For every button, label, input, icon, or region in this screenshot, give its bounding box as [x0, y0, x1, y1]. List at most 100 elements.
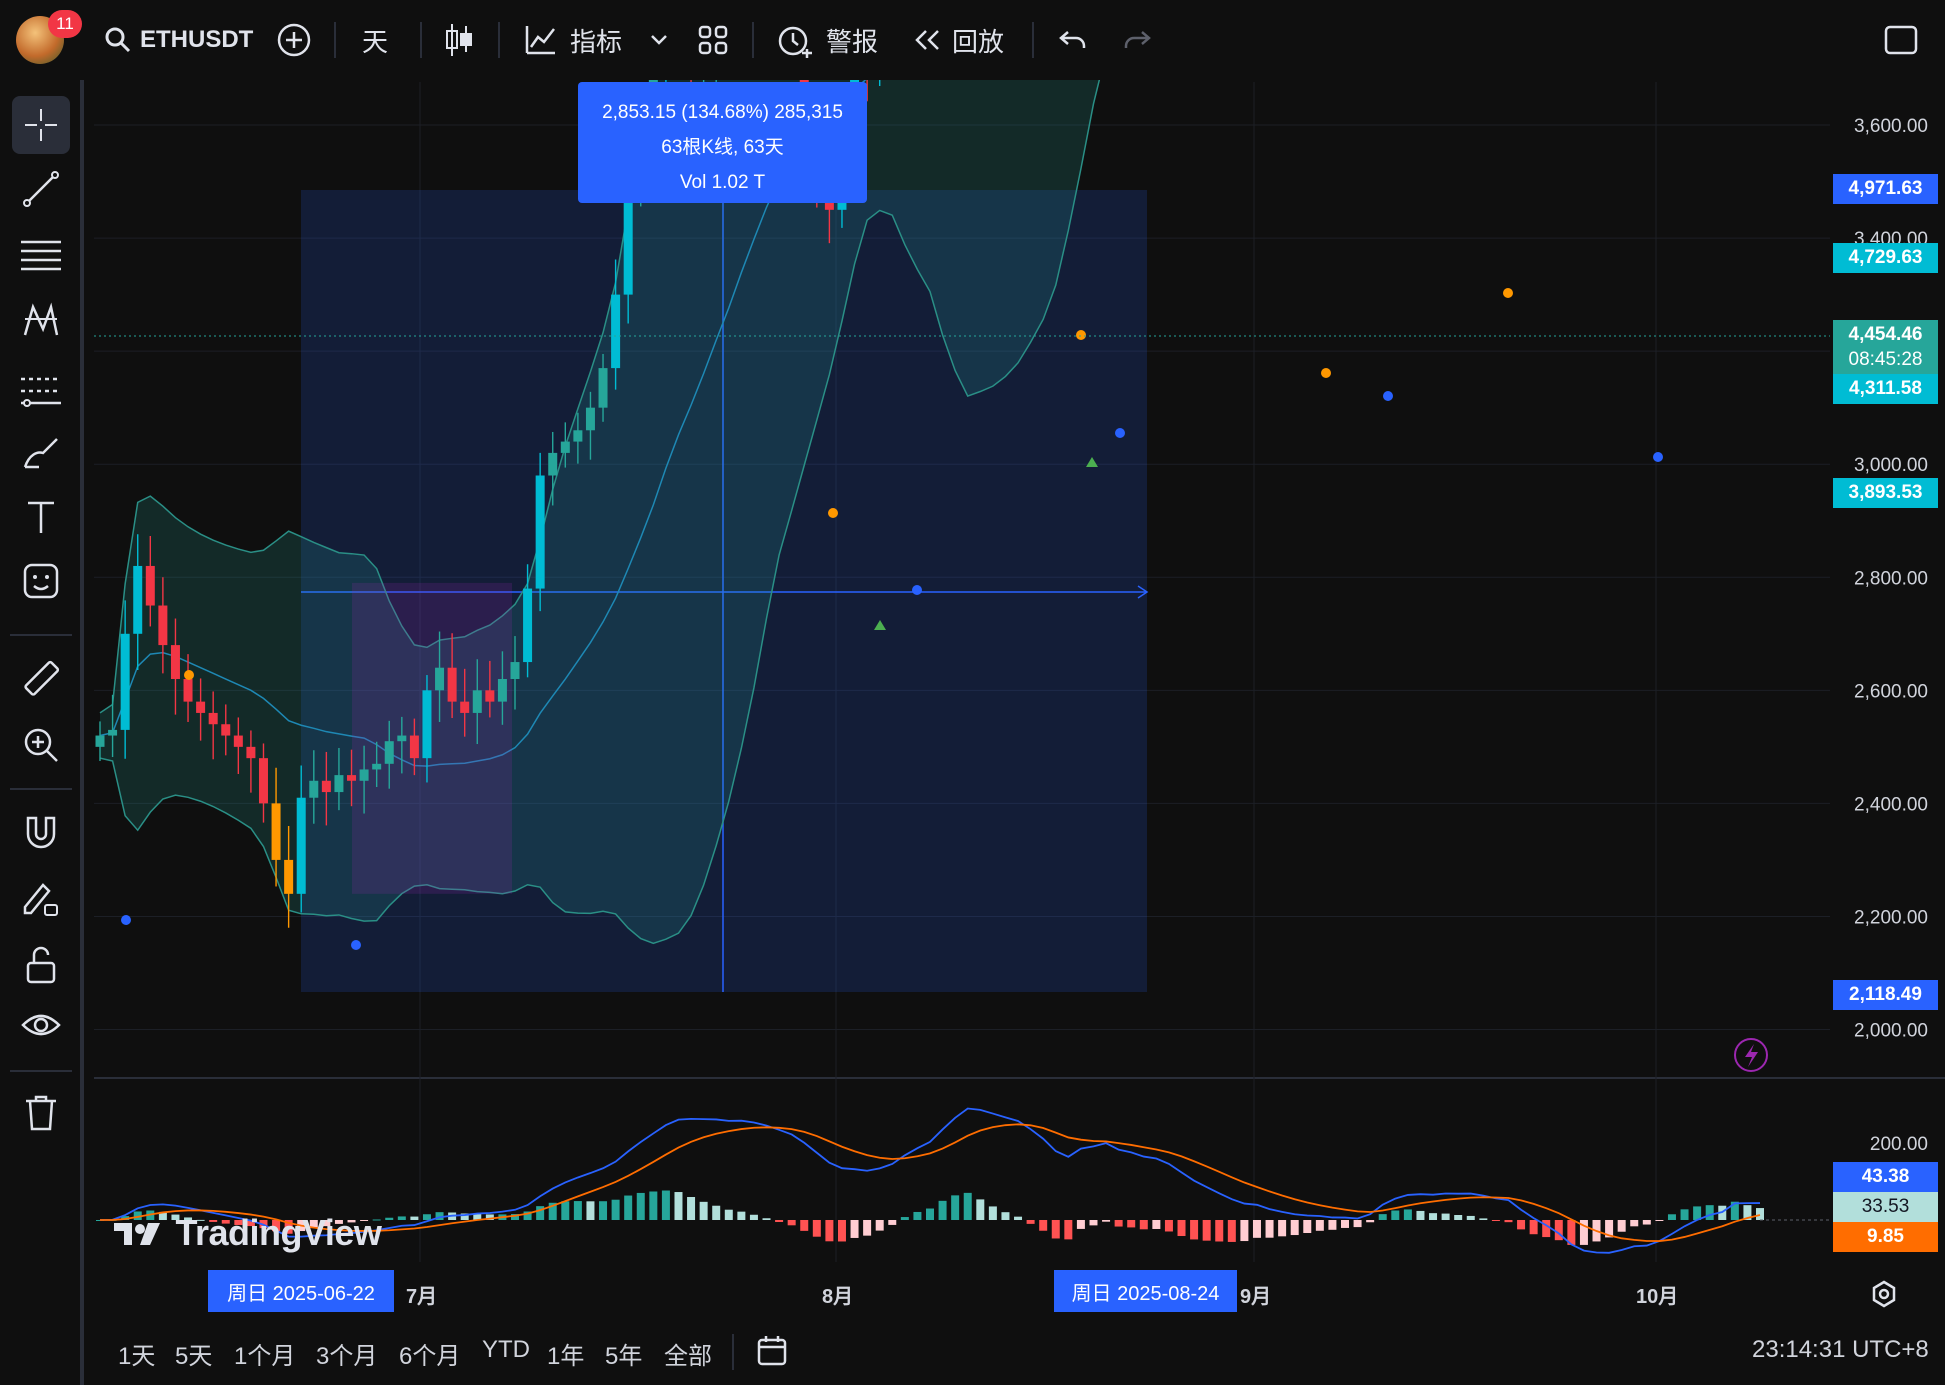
- candle-body: [233, 735, 243, 747]
- top-toolbar: 11 ETHUSDT 天 指标 警报 回放: [0, 0, 1945, 80]
- macd-histogram-bar: [1630, 1220, 1639, 1227]
- pattern-tool[interactable]: [12, 292, 70, 350]
- macd-histogram-bar: [699, 1201, 708, 1220]
- redo-button[interactable]: [1122, 0, 1152, 80]
- ruler-icon: [24, 660, 60, 696]
- calendar-icon: [757, 1336, 787, 1366]
- macd-histogram-bar: [1693, 1206, 1702, 1220]
- triangle-marker: [1086, 457, 1098, 467]
- macd-histogram-bar: [1152, 1220, 1161, 1229]
- range-5y[interactable]: 5年: [605, 1343, 643, 1370]
- lock-all-tool[interactable]: [12, 936, 70, 994]
- sell-signal-dot: [1321, 368, 1331, 378]
- macd-histogram-bar: [1039, 1220, 1048, 1231]
- interval-label: 天: [362, 26, 389, 57]
- range-ytd[interactable]: YTD: [482, 1336, 530, 1363]
- macd-histogram-bar: [863, 1220, 872, 1236]
- go-to-date-button[interactable]: [756, 1334, 790, 1373]
- symbol-search[interactable]: ETHUSDT: [104, 0, 253, 80]
- crosshair-tool[interactable]: [12, 96, 70, 154]
- add-icon: [277, 23, 311, 57]
- compare-button[interactable]: [276, 0, 312, 80]
- zoom-tool[interactable]: [12, 716, 70, 774]
- alert-button[interactable]: 警报: [776, 0, 878, 80]
- macd-histogram-bar: [1743, 1205, 1752, 1220]
- macd-histogram-bar: [372, 1219, 381, 1221]
- trend-line-tool[interactable]: [12, 160, 70, 218]
- macd-histogram-bar: [1353, 1220, 1362, 1228]
- indicators-dropdown[interactable]: [650, 0, 668, 80]
- macd-histogram-bar: [1429, 1213, 1438, 1220]
- macd-histogram-bar: [951, 1195, 960, 1220]
- macd-histogram-bar: [1542, 1220, 1551, 1238]
- lock-drawing-tool[interactable]: [12, 870, 70, 928]
- range-1y[interactable]: 1年: [547, 1343, 585, 1370]
- macd-histogram-bar: [196, 1219, 205, 1221]
- sticker-tool[interactable]: [12, 552, 70, 610]
- projection-tool[interactable]: [12, 360, 70, 418]
- macd-histogram-bar: [1089, 1220, 1098, 1226]
- bollinger-lower: [99, 0, 1761, 945]
- macd-histogram-bar: [636, 1192, 645, 1220]
- replay-label: 回放: [952, 26, 1005, 57]
- candle-body: [95, 735, 105, 747]
- macd-histogram-bar: [1164, 1220, 1173, 1232]
- text-tool[interactable]: [12, 488, 70, 546]
- clock-timezone[interactable]: 23:14:31 UTC+8: [1752, 1336, 1929, 1363]
- macd-histogram-bar: [1730, 1201, 1739, 1220]
- chart-type-button[interactable]: [444, 0, 474, 80]
- projection-icon: [21, 377, 61, 407]
- settings-button[interactable]: [1870, 1280, 1898, 1313]
- macd-histogram-bar: [1642, 1220, 1651, 1225]
- range-6m[interactable]: 6个月: [399, 1343, 461, 1370]
- macd-histogram-bar: [536, 1206, 545, 1220]
- macd-histogram-bar: [888, 1220, 897, 1225]
- macd-histogram-bar: [787, 1220, 796, 1226]
- range-5d[interactable]: 5天: [175, 1343, 213, 1370]
- macd-histogram-bar: [473, 1213, 482, 1220]
- toolbar-divider: [10, 788, 72, 790]
- macd-histogram-bar: [661, 1190, 670, 1220]
- drawing-toolbar: [0, 80, 84, 1385]
- brush-tool[interactable]: [12, 424, 70, 482]
- macd-histogram-bar: [1605, 1220, 1614, 1238]
- macd-histogram-bar: [762, 1218, 771, 1220]
- tradingview-logo[interactable]: TradingView: [112, 1212, 382, 1254]
- range-all[interactable]: 全部: [664, 1343, 712, 1370]
- range-1m[interactable]: 1个月: [234, 1343, 296, 1370]
- measure-info-box: 2,853.15 (134.68%) 285,315 63根K线, 63天 Vo…: [578, 82, 867, 203]
- remove-drawings-tool[interactable]: [12, 1084, 70, 1142]
- hide-drawings-tool[interactable]: [12, 998, 70, 1056]
- macd-histogram-bar: [963, 1192, 972, 1220]
- range-3m[interactable]: 3个月: [316, 1343, 378, 1370]
- macd-histogram-bar: [988, 1206, 997, 1220]
- layout-button[interactable]: [698, 0, 728, 80]
- buy-signal-dot: [1383, 391, 1393, 401]
- candles-icon: [446, 24, 472, 56]
- macd-histogram-bar: [221, 1220, 230, 1224]
- time-label-end: 周日 2025-08-24: [1054, 1270, 1237, 1312]
- candle-body: [548, 452, 558, 476]
- candle-body: [196, 701, 206, 713]
- range-1d[interactable]: 1天: [118, 1343, 156, 1370]
- fullscreen-button[interactable]: [1884, 0, 1918, 80]
- toolbar-divider: [1032, 22, 1034, 58]
- fib-tool[interactable]: [12, 226, 70, 284]
- macd-histogram-bar: [1001, 1212, 1010, 1220]
- indicators-button[interactable]: 指标: [524, 0, 622, 80]
- magnet-tool[interactable]: [12, 804, 70, 862]
- undo-button[interactable]: [1058, 0, 1088, 80]
- replay-button[interactable]: 回放: [912, 0, 1004, 80]
- macd-histogram-bar: [687, 1197, 696, 1220]
- candle-body: [397, 735, 407, 742]
- macd-histogram-bar: [460, 1213, 469, 1220]
- eye-icon: [21, 1014, 61, 1036]
- measure-bars: 63根K线, 63天: [661, 137, 784, 158]
- toolbar-divider: [334, 22, 336, 58]
- month-label-aug: 8月: [822, 1286, 854, 1308]
- measure-tool[interactable]: [12, 650, 70, 708]
- macd-tick-label: 200.00: [1870, 1134, 1928, 1155]
- interval-button[interactable]: 天: [362, 0, 388, 80]
- undo-icon: [1059, 31, 1086, 48]
